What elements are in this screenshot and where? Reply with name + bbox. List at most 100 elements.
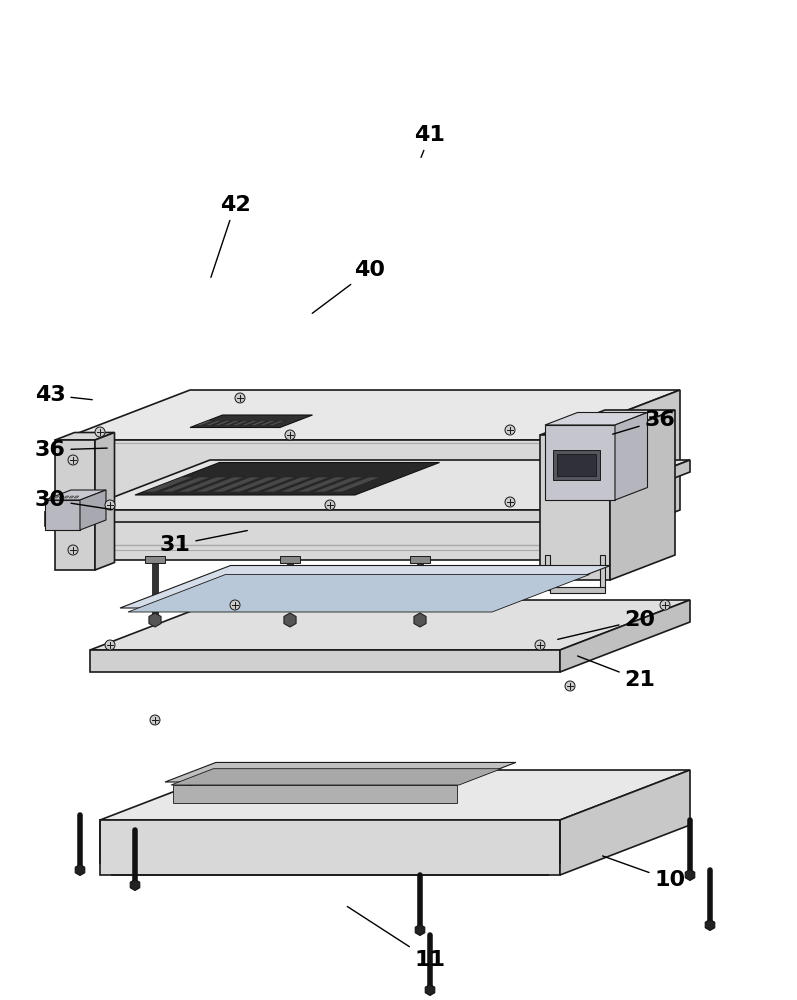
Polygon shape xyxy=(149,613,161,627)
Polygon shape xyxy=(204,420,223,426)
Polygon shape xyxy=(128,574,590,612)
Text: 42: 42 xyxy=(211,195,250,277)
Polygon shape xyxy=(45,512,80,526)
Polygon shape xyxy=(245,477,296,492)
Polygon shape xyxy=(705,920,715,930)
Polygon shape xyxy=(560,460,690,522)
Polygon shape xyxy=(60,440,550,560)
Text: 36: 36 xyxy=(613,410,675,434)
Polygon shape xyxy=(55,440,95,570)
Text: 41: 41 xyxy=(414,125,446,157)
Text: 11: 11 xyxy=(347,907,446,970)
Polygon shape xyxy=(228,477,279,492)
Polygon shape xyxy=(550,470,595,495)
Circle shape xyxy=(68,455,78,465)
Text: 30: 30 xyxy=(34,490,112,510)
Polygon shape xyxy=(75,864,84,876)
Polygon shape xyxy=(45,499,112,512)
Polygon shape xyxy=(240,420,259,426)
Polygon shape xyxy=(60,390,680,440)
Circle shape xyxy=(565,681,575,691)
Polygon shape xyxy=(145,556,165,563)
Polygon shape xyxy=(194,477,245,492)
Circle shape xyxy=(68,545,78,555)
Circle shape xyxy=(285,430,295,440)
Polygon shape xyxy=(222,420,241,426)
Polygon shape xyxy=(100,770,690,820)
Polygon shape xyxy=(80,460,690,510)
Polygon shape xyxy=(177,477,228,492)
Circle shape xyxy=(535,640,545,650)
Polygon shape xyxy=(610,410,675,580)
Polygon shape xyxy=(213,420,232,426)
Polygon shape xyxy=(143,477,194,492)
Polygon shape xyxy=(560,770,690,875)
Polygon shape xyxy=(410,556,430,563)
Polygon shape xyxy=(540,410,675,435)
Text: 10: 10 xyxy=(603,856,685,890)
Text: 40: 40 xyxy=(312,260,386,313)
Polygon shape xyxy=(64,496,69,498)
Polygon shape xyxy=(80,490,106,530)
Polygon shape xyxy=(190,415,312,428)
Polygon shape xyxy=(550,587,605,593)
Text: 31: 31 xyxy=(159,531,247,555)
Circle shape xyxy=(230,600,240,610)
Polygon shape xyxy=(195,420,214,426)
Polygon shape xyxy=(55,432,115,440)
Polygon shape xyxy=(267,420,286,426)
Polygon shape xyxy=(95,432,115,570)
Circle shape xyxy=(325,500,335,510)
Polygon shape xyxy=(262,477,313,492)
Text: 21: 21 xyxy=(578,656,655,690)
Polygon shape xyxy=(330,477,381,492)
Polygon shape xyxy=(685,869,695,880)
Text: 43: 43 xyxy=(34,385,92,405)
Circle shape xyxy=(235,393,245,403)
Polygon shape xyxy=(545,412,647,425)
Circle shape xyxy=(105,500,115,510)
Polygon shape xyxy=(69,496,74,498)
Polygon shape xyxy=(560,600,690,672)
Polygon shape xyxy=(74,496,79,498)
Polygon shape xyxy=(313,477,364,492)
Polygon shape xyxy=(553,450,600,480)
Polygon shape xyxy=(550,465,595,495)
Circle shape xyxy=(150,715,160,725)
Polygon shape xyxy=(415,924,425,936)
Polygon shape xyxy=(100,820,560,875)
Polygon shape xyxy=(49,496,54,498)
Polygon shape xyxy=(59,496,64,498)
Polygon shape xyxy=(90,650,560,672)
Text: 36: 36 xyxy=(34,440,108,460)
Polygon shape xyxy=(45,500,80,530)
Polygon shape xyxy=(600,555,605,590)
Circle shape xyxy=(505,425,515,435)
Polygon shape xyxy=(279,477,330,492)
Polygon shape xyxy=(284,613,296,627)
Polygon shape xyxy=(165,762,516,782)
Polygon shape xyxy=(280,556,300,563)
Polygon shape xyxy=(249,420,268,426)
Circle shape xyxy=(105,640,115,650)
Polygon shape xyxy=(557,454,596,476)
Circle shape xyxy=(505,497,515,507)
Polygon shape xyxy=(135,462,439,495)
Polygon shape xyxy=(426,984,434,996)
Polygon shape xyxy=(45,490,106,500)
Polygon shape xyxy=(171,769,501,785)
Text: 20: 20 xyxy=(558,610,655,639)
Polygon shape xyxy=(414,613,426,627)
Polygon shape xyxy=(54,496,59,498)
Polygon shape xyxy=(80,510,560,522)
Polygon shape xyxy=(615,412,647,500)
Polygon shape xyxy=(296,477,347,492)
Circle shape xyxy=(660,600,670,610)
Polygon shape xyxy=(258,420,277,426)
Polygon shape xyxy=(173,785,457,803)
Polygon shape xyxy=(120,566,611,608)
Polygon shape xyxy=(130,880,139,890)
Polygon shape xyxy=(160,477,211,492)
Polygon shape xyxy=(90,600,690,650)
Polygon shape xyxy=(545,425,615,500)
